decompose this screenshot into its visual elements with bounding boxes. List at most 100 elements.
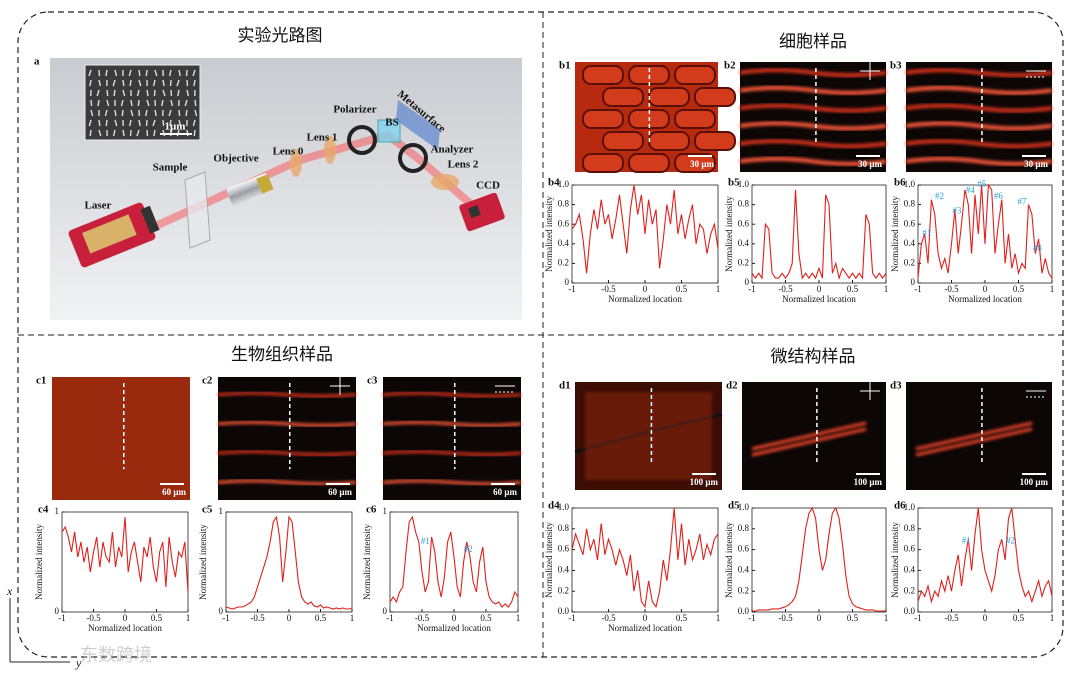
x-axis-label: Normalized location	[608, 623, 682, 633]
panel-label: d4	[548, 500, 560, 512]
x-tick-label: 0.5	[151, 613, 163, 623]
panel-label: d2	[726, 380, 738, 392]
y-tick-label: 0.6	[558, 218, 570, 228]
nanopillar	[113, 89, 116, 97]
y-tick-label: 1	[219, 506, 224, 516]
nanopillar	[176, 79, 180, 87]
scale-label: 100 μm	[854, 477, 883, 487]
y-tick-label: 0.2	[558, 257, 569, 267]
annotation: #1	[421, 536, 430, 546]
cell	[602, 87, 644, 107]
x-tick-label: 0	[123, 613, 128, 623]
x-tick-label: -1	[222, 613, 230, 623]
y-axis-label: Normalized intensity	[890, 196, 900, 272]
beam	[751, 427, 867, 457]
annotation: #4	[966, 185, 976, 195]
nanopillar	[194, 109, 198, 117]
nanopillar	[114, 69, 118, 77]
y-tick-label: 0	[219, 606, 224, 616]
panel-label: d5	[728, 500, 740, 512]
nanopillar	[185, 109, 188, 117]
annotation: #6	[994, 191, 1004, 201]
nanopillar	[89, 79, 92, 87]
x-tick-label: 0	[817, 284, 822, 294]
y-tick-label: 1.0	[904, 502, 916, 512]
cell	[582, 65, 624, 85]
micrograph	[906, 382, 1052, 490]
y-axis-label: Normalized intensity	[724, 196, 734, 272]
annotation: #7	[1017, 197, 1027, 207]
scale-label: 60 μm	[162, 487, 186, 497]
y-tick-label: 0.4	[558, 238, 570, 248]
panel-label: b6	[894, 177, 906, 189]
x-tick-label: 0.5	[847, 613, 859, 623]
y-tick-label: 0.6	[558, 544, 570, 554]
y-tick-label: 0.2	[904, 257, 915, 267]
y-tick-label: 0.0	[904, 606, 916, 616]
y-tick-label: 0.8	[904, 199, 916, 209]
stripe	[739, 121, 887, 131]
x-tick-label: 0	[287, 613, 292, 623]
image-bg	[218, 377, 356, 500]
y-tick-label: 0.6	[904, 544, 916, 554]
stripe	[739, 156, 887, 166]
scale-label: 100 μm	[690, 477, 719, 487]
cell	[694, 131, 736, 151]
intensity-line	[917, 507, 1053, 604]
nanopillar	[161, 99, 164, 107]
nanopillar	[169, 119, 172, 127]
annotation: #3	[952, 206, 962, 216]
component-label: Polarizer	[333, 104, 376, 116]
x-tick-label: -0.5	[86, 613, 101, 623]
intensity-line	[571, 507, 719, 609]
cell	[582, 109, 624, 129]
nanopillar	[138, 69, 141, 77]
image-bg	[383, 377, 521, 500]
x-tick-label: 1	[716, 613, 721, 623]
nanopillar	[128, 119, 132, 127]
stripe	[217, 450, 357, 457]
nanopillar	[152, 119, 156, 127]
nanopillar	[178, 119, 182, 127]
y-tick-label: 0.2	[558, 585, 569, 595]
annotation: #5	[977, 179, 987, 189]
x-tick-label: 0.5	[1013, 613, 1025, 623]
scale-label: 30 μm	[858, 159, 882, 169]
x-tick-label: -1	[748, 284, 756, 294]
panel-label: d3	[890, 380, 902, 392]
section-title: 细胞样品	[779, 32, 847, 52]
annotation: #1	[922, 228, 931, 238]
y-tick-label: 0	[55, 606, 60, 616]
x-tick-label: 0.5	[676, 284, 688, 294]
annotation: #8	[1033, 243, 1043, 253]
stripe	[739, 85, 887, 95]
panel-label: c3	[367, 375, 378, 387]
image-bg	[906, 62, 1052, 172]
cell	[648, 131, 690, 151]
cell	[648, 87, 690, 107]
nanopillar	[138, 119, 141, 127]
y-tick-label: 0.4	[738, 238, 750, 248]
y-axis-label: Normalized intensity	[890, 522, 900, 598]
panel-label: c2	[202, 375, 213, 387]
nanopillar	[96, 89, 100, 97]
stripe	[739, 103, 887, 113]
nanopillar	[153, 129, 156, 137]
x-tick-label: -1	[58, 613, 66, 623]
y-tick-label: 1.0	[558, 179, 570, 189]
y-tick-label: 0.4	[904, 238, 916, 248]
beam	[915, 427, 1033, 457]
intensity-line	[571, 184, 719, 274]
x-tick-label: 1	[186, 613, 191, 623]
stripe	[382, 420, 522, 427]
y-axis-label: Normalized intensity	[724, 522, 734, 598]
nanopillar	[162, 119, 165, 127]
x-axis-label: Normalized location	[417, 623, 491, 633]
y-tick-label: 0.8	[558, 199, 570, 209]
nanopillar	[178, 109, 181, 117]
x-tick-label: 1	[516, 613, 521, 623]
x-axis-label: Normalized location	[948, 294, 1022, 304]
x-tick-label: -1	[914, 284, 922, 294]
nanopillar	[90, 109, 94, 117]
nanopillar	[122, 129, 125, 137]
